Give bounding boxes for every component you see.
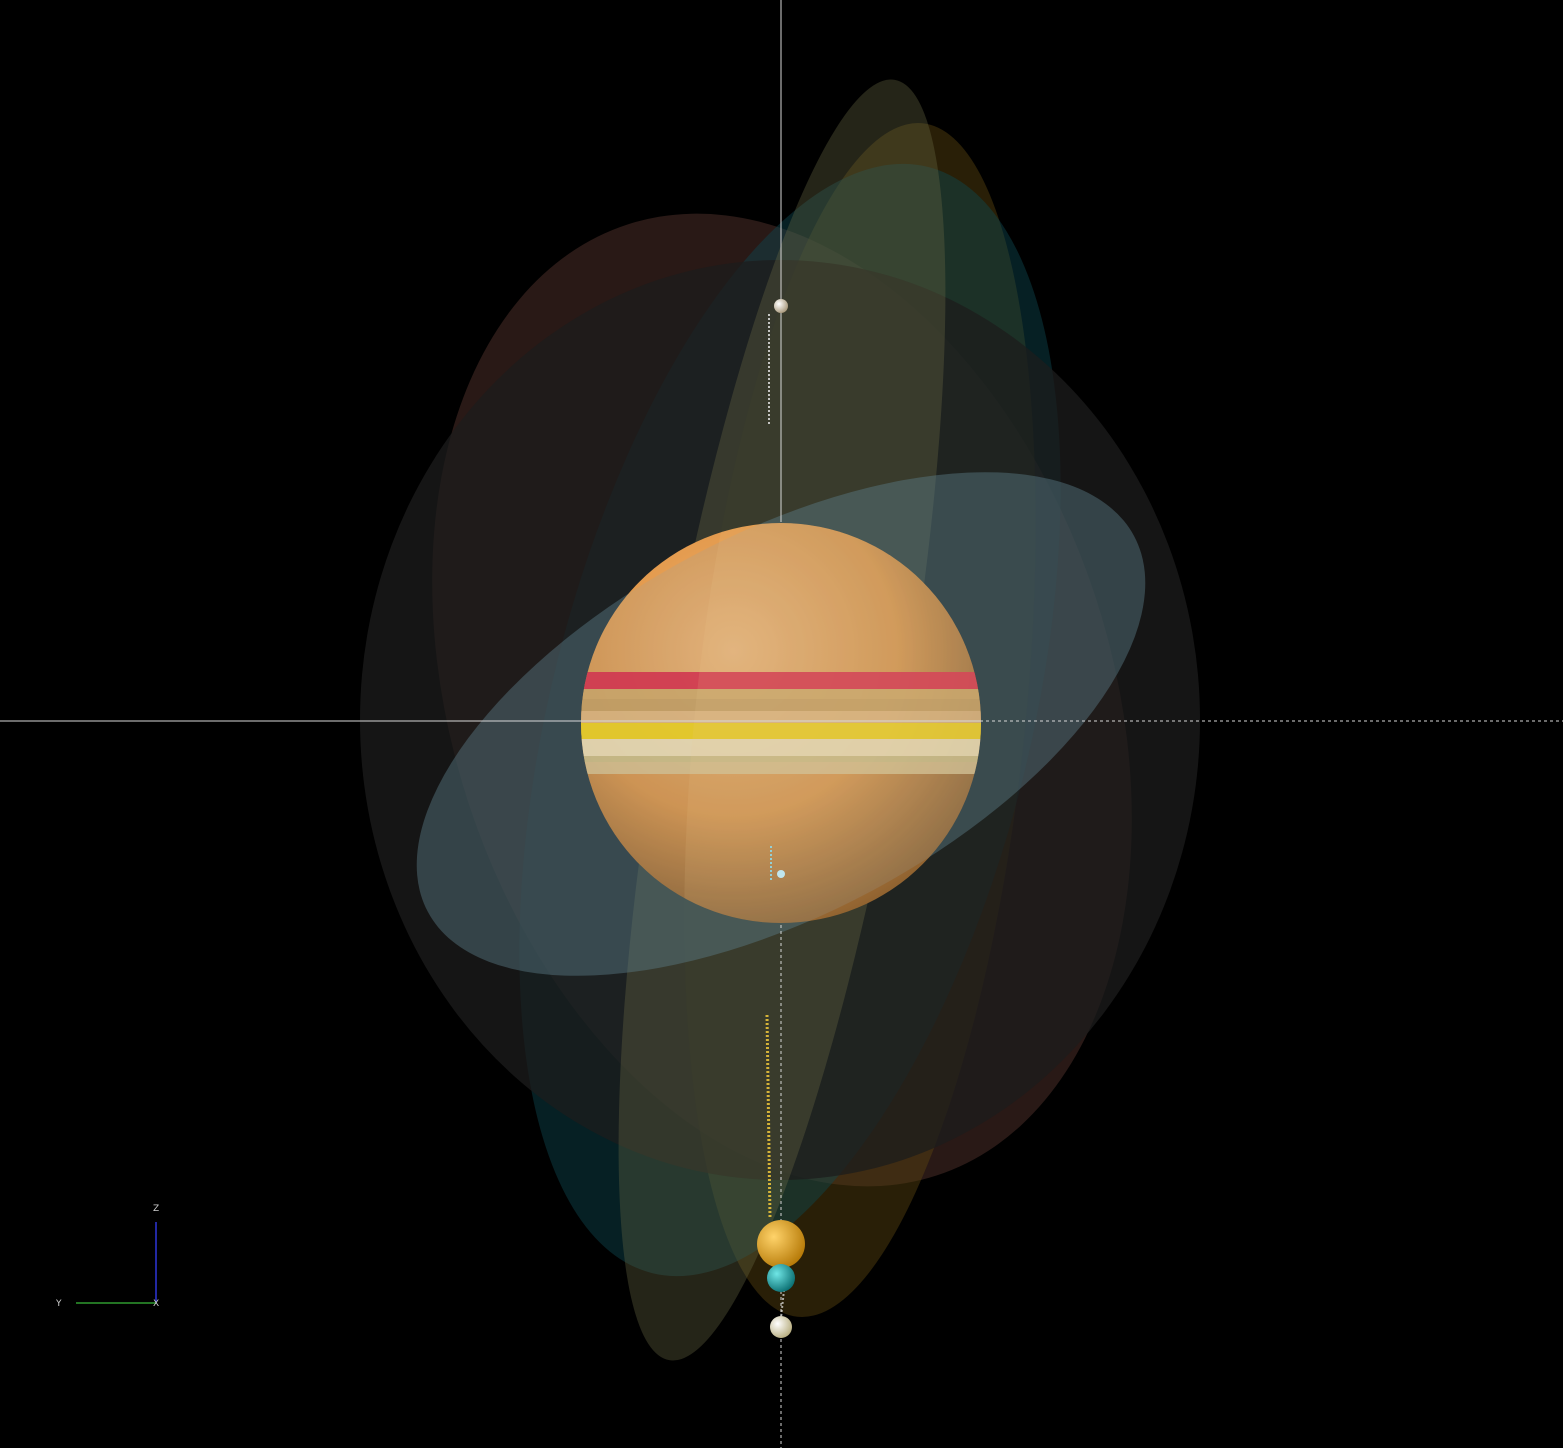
x-axis-label: X (153, 1299, 159, 1309)
tan-band-1 (581, 689, 981, 699)
trails (765, 314, 785, 1319)
z-axis-label: Z (153, 1204, 159, 1214)
moon-small-center[interactable] (777, 870, 785, 878)
tan-band-2 (581, 699, 981, 711)
moon-cream[interactable] (770, 1316, 792, 1338)
cream-band (581, 739, 981, 756)
red-band (581, 672, 981, 689)
moon-orange[interactable] (757, 1220, 805, 1268)
sand-band (581, 762, 981, 774)
moon-top[interactable] (774, 299, 788, 313)
moon-teal[interactable] (767, 1264, 795, 1292)
axes-gizmo: Z Y X (55, 1204, 159, 1309)
yellow-band (581, 723, 981, 739)
y-axis-label: Y (55, 1299, 62, 1309)
olive-band (581, 756, 981, 762)
